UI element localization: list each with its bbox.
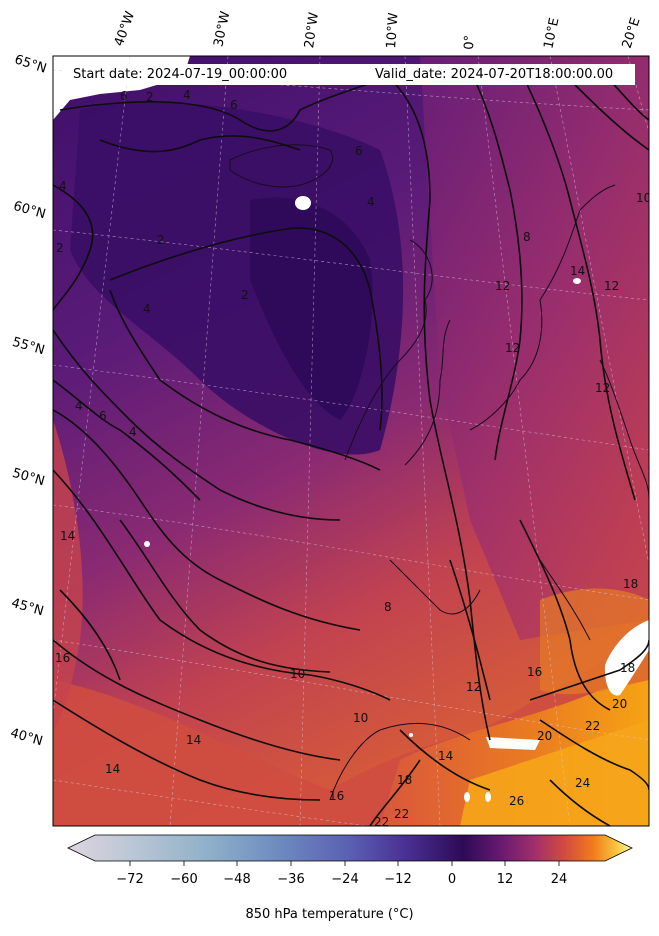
svg-text:22: 22 xyxy=(374,815,389,829)
map-frame xyxy=(52,55,650,827)
svg-text:16: 16 xyxy=(329,789,344,803)
svg-text:14: 14 xyxy=(570,264,585,278)
svg-text:18: 18 xyxy=(623,577,638,591)
svg-text:8: 8 xyxy=(523,230,531,244)
svg-text:26: 26 xyxy=(509,794,524,808)
colorbar-tick: 0 xyxy=(447,872,457,887)
svg-text:20: 20 xyxy=(612,697,627,711)
svg-text:2: 2 xyxy=(146,90,154,104)
colorbar-tick: −72 xyxy=(116,872,144,887)
svg-text:10: 10 xyxy=(636,191,651,205)
svg-text:12: 12 xyxy=(505,341,520,355)
svg-text:12: 12 xyxy=(466,680,481,694)
svg-text:4: 4 xyxy=(129,425,137,439)
svg-text:8: 8 xyxy=(384,600,392,614)
colorbar-tick: −24 xyxy=(331,872,359,887)
colorbar-tick: −12 xyxy=(384,872,412,887)
svg-text:24: 24 xyxy=(575,776,590,790)
svg-text:4: 4 xyxy=(75,399,83,413)
lon-label: 0° xyxy=(462,34,478,51)
svg-text:4: 4 xyxy=(183,88,191,102)
svg-text:18: 18 xyxy=(397,773,412,787)
svg-text:6: 6 xyxy=(99,409,107,423)
colorbar-tick: 24 xyxy=(550,872,568,887)
svg-text:10: 10 xyxy=(290,667,305,681)
colorbar-tick: 12 xyxy=(496,872,514,887)
svg-text:16: 16 xyxy=(527,665,542,679)
date-header xyxy=(63,64,635,85)
svg-text:6: 6 xyxy=(355,144,363,158)
lon-label: 10°W xyxy=(384,12,402,50)
valid-date-label: Valid_date: 2024-07-20T18:00:00.00 xyxy=(375,67,614,82)
svg-text:2: 2 xyxy=(56,241,64,255)
svg-text:14: 14 xyxy=(438,749,453,763)
svg-text:14: 14 xyxy=(60,529,75,543)
svg-text:4: 4 xyxy=(143,302,151,316)
svg-text:22: 22 xyxy=(585,719,600,733)
colorbar-tick: −48 xyxy=(223,872,251,887)
svg-text:18: 18 xyxy=(620,661,635,675)
svg-text:2: 2 xyxy=(157,233,165,247)
svg-text:14: 14 xyxy=(105,762,120,776)
svg-text:12: 12 xyxy=(495,279,510,293)
colorbar-title: 850 hPa temperature (°C) xyxy=(245,907,414,922)
svg-text:6: 6 xyxy=(120,89,128,103)
svg-text:22: 22 xyxy=(394,807,409,821)
svg-text:4: 4 xyxy=(367,195,375,209)
svg-text:12: 12 xyxy=(595,381,610,395)
start-date-label: Start date: 2024-07-19_00:00:00 xyxy=(73,67,288,82)
svg-text:12: 12 xyxy=(604,279,619,293)
svg-text:14: 14 xyxy=(186,733,201,747)
colorbar-tick: −60 xyxy=(170,872,198,887)
svg-text:16: 16 xyxy=(55,651,70,665)
colorbar xyxy=(67,834,633,866)
colorbar-tick: −36 xyxy=(277,872,305,887)
contour-labels: 4 6 2 4 2 2 6 4 2 6 4 4 10 12 12 14 12 8… xyxy=(55,88,651,829)
svg-text:2: 2 xyxy=(241,288,249,302)
svg-text:10: 10 xyxy=(353,711,368,725)
temperature-field: 4 6 2 4 2 2 6 4 2 6 4 4 10 12 12 14 12 8… xyxy=(53,56,651,829)
svg-text:6: 6 xyxy=(230,98,238,112)
svg-text:20: 20 xyxy=(537,729,552,743)
svg-text:4: 4 xyxy=(59,179,67,193)
